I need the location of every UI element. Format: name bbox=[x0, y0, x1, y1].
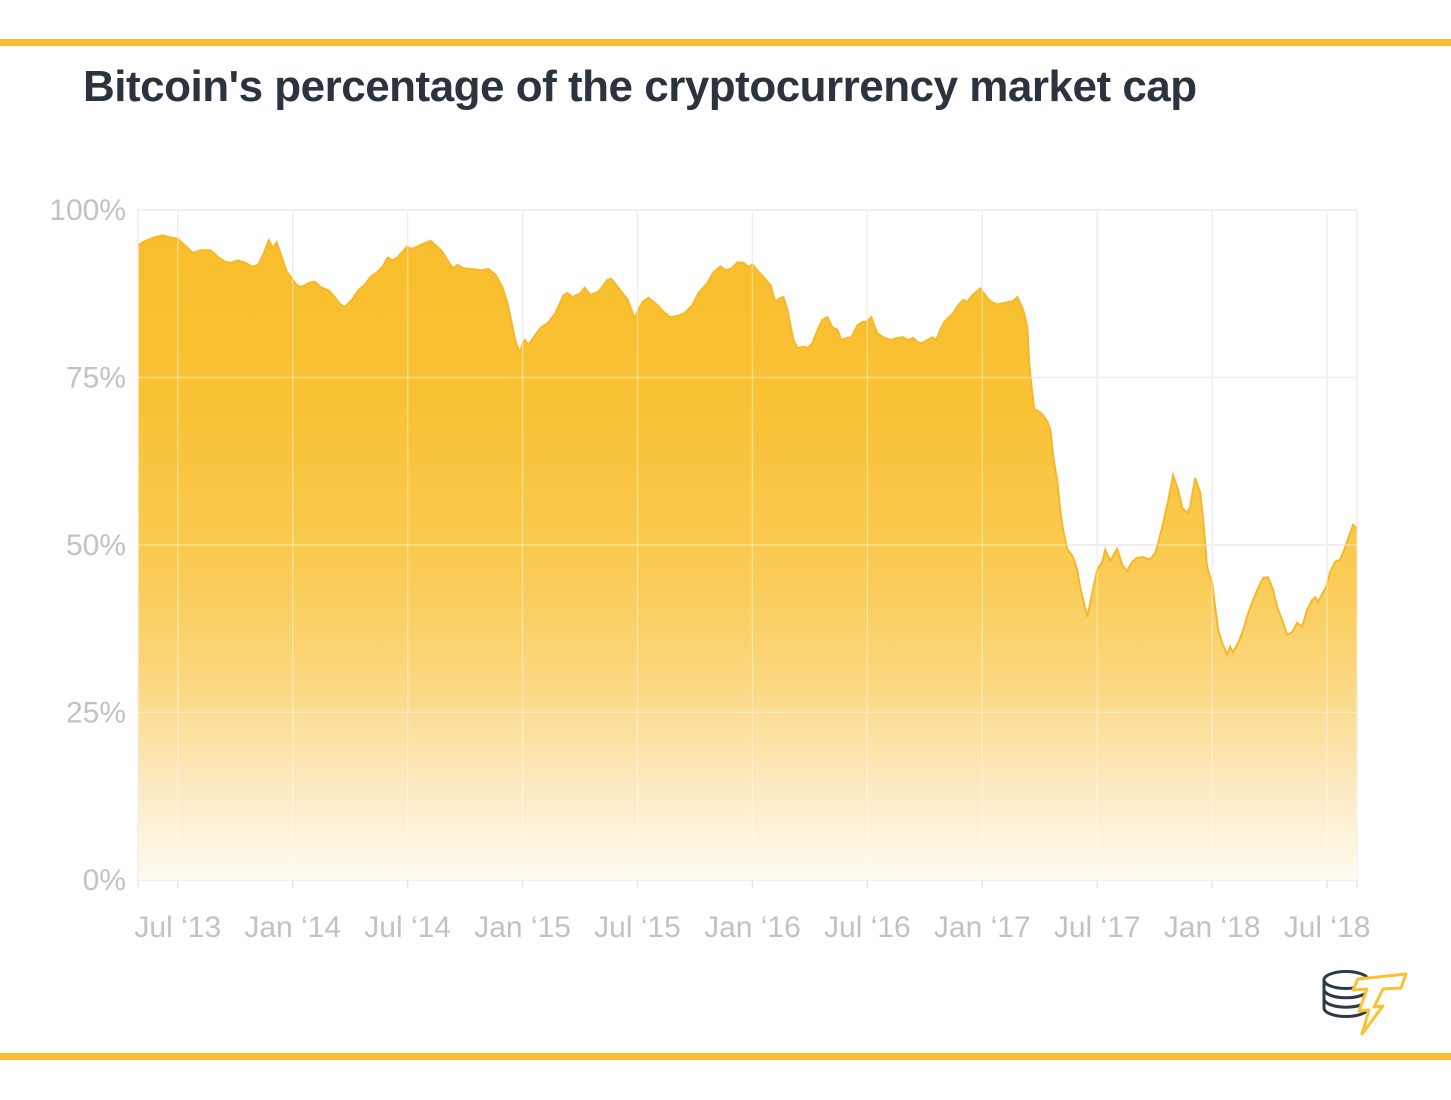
chart-title: Bitcoin's percentage of the cryptocurren… bbox=[83, 62, 1197, 111]
x-tick-label: Jul ‘14 bbox=[364, 911, 451, 944]
x-tick-label: Jul ‘16 bbox=[824, 911, 911, 944]
x-tick-label: Jul ‘18 bbox=[1284, 911, 1371, 944]
x-tick-label: Jan ‘14 bbox=[244, 911, 341, 944]
brand-logo-graphic bbox=[1322, 970, 1408, 1036]
y-tick-label: 25% bbox=[66, 697, 126, 730]
y-tick-label: 75% bbox=[66, 362, 126, 395]
top-accent-bar bbox=[0, 39, 1451, 46]
x-tick-label: Jan ‘18 bbox=[1164, 911, 1261, 944]
x-tick-label: Jul ‘13 bbox=[134, 911, 221, 944]
area-series-topline bbox=[138, 234, 1358, 658]
gridlines-over bbox=[137, 209, 1358, 881]
brand-logo bbox=[1314, 964, 1418, 1040]
area-series-bitcoin-dominance bbox=[138, 235, 1358, 880]
y-tick-label: 0% bbox=[83, 864, 126, 897]
x-tick-label: Jul ‘17 bbox=[1054, 911, 1141, 944]
x-tick-label: Jul ‘15 bbox=[594, 911, 681, 944]
lightning-t-icon bbox=[1351, 972, 1408, 1036]
x-tick-label: Jan ‘15 bbox=[474, 911, 571, 944]
bottom-accent-bar bbox=[0, 1053, 1451, 1060]
axis-labels: Jul ‘13 Jan ‘14 Jul ‘14 Jan ‘15 Jul ‘15 Jan ‘… bbox=[49, 194, 1370, 944]
x-tick-label: Jan ‘16 bbox=[704, 911, 801, 944]
y-tick-label: 50% bbox=[66, 529, 126, 562]
y-tick-label: 100% bbox=[49, 194, 126, 227]
x-tick-label: Jan ‘17 bbox=[934, 911, 1031, 944]
